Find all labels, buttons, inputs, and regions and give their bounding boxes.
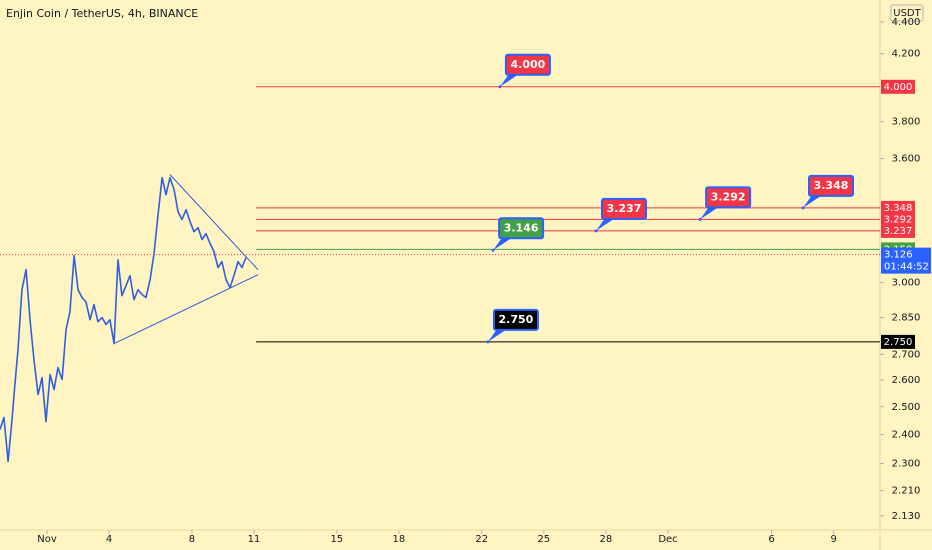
callout-box — [492, 308, 539, 331]
y-tick-label: 2.600 — [892, 375, 921, 386]
callout-pointer — [487, 327, 506, 342]
callout-anchor — [594, 229, 598, 233]
y-tick-label: 2.850 — [892, 313, 921, 324]
callout: 4.000 — [498, 53, 551, 89]
x-tick-label: 8 — [189, 534, 195, 545]
callout: 3.146 — [491, 217, 545, 252]
callout-anchor — [491, 248, 495, 252]
x-tick-label: 6 — [768, 534, 774, 545]
x-tick-label: 11 — [248, 534, 261, 545]
callout-label: 2.750 — [499, 313, 534, 326]
level-axis-box — [881, 79, 915, 94]
y-tick-label: 2.300 — [892, 459, 921, 470]
y-tick-label: 4.400 — [892, 17, 921, 28]
currency-label: USDT — [893, 8, 921, 19]
trendline — [169, 174, 259, 270]
callout-box — [705, 186, 752, 209]
callout-label: 3.237 — [607, 202, 642, 215]
level-axis-box — [881, 200, 915, 215]
x-tick-label: 28 — [600, 534, 613, 545]
x-tick-label: Dec — [658, 534, 677, 545]
y-tick-label: 2.500 — [892, 402, 921, 413]
callout-pointer — [493, 236, 512, 251]
y-tick-label: 3.800 — [892, 117, 921, 128]
callout-anchor — [801, 206, 805, 210]
callout-anchor — [486, 340, 490, 344]
callout-label: 3.348 — [814, 179, 849, 192]
trendline — [113, 274, 259, 345]
callout-box — [498, 217, 545, 240]
x-tick-label: 4 — [106, 534, 112, 545]
y-tick-label: 2.210 — [892, 486, 921, 497]
callout-box — [504, 53, 551, 76]
callout: 3.237 — [594, 197, 647, 233]
y-tick-label: 2.400 — [892, 430, 921, 441]
y-tick-label: 2.700 — [892, 349, 921, 360]
level-axis-box — [881, 212, 915, 227]
callout-pointer — [499, 72, 518, 87]
callout-box — [600, 197, 647, 220]
callout-label: 3.292 — [711, 190, 746, 203]
current-price-label: 3.126 — [884, 250, 913, 261]
callout-label: 3.146 — [504, 221, 539, 234]
callout: 3.292 — [698, 186, 752, 221]
current-price-box — [881, 247, 931, 274]
callout-pointer — [700, 205, 719, 220]
chart-title: Enjin Coin / TetherUS, 4h, BINANCE — [6, 7, 198, 20]
level-axis-box — [881, 223, 915, 238]
level-axis-label: 4.000 — [884, 82, 913, 93]
callout-pointer — [802, 193, 821, 208]
level-axis-label: 3.292 — [884, 214, 913, 225]
x-tick-label: 18 — [393, 534, 406, 545]
y-tick-label: 4.200 — [892, 49, 921, 60]
y-tick-label: 3.000 — [892, 278, 921, 289]
callout-anchor — [498, 85, 502, 89]
level-axis-label: 2.750 — [884, 337, 913, 348]
level-axis-label: 3.237 — [884, 226, 913, 237]
callout: 2.750 — [486, 308, 539, 344]
x-tick-label: 22 — [475, 534, 488, 545]
callout-label: 4.000 — [511, 58, 546, 71]
level-axis-box — [881, 334, 915, 349]
callout-anchor — [698, 217, 702, 221]
x-tick-label: 9 — [830, 534, 836, 545]
countdown-label: 01:44:52 — [884, 262, 929, 273]
currency-box — [890, 4, 924, 22]
x-tick-label: Nov — [37, 534, 57, 545]
x-tick-label: 25 — [537, 534, 550, 545]
y-tick-label: 2.130 — [892, 511, 921, 522]
callout-box — [807, 174, 854, 197]
callout-pointer — [595, 216, 614, 231]
x-tick-label: 15 — [330, 534, 343, 545]
callout: 3.348 — [801, 174, 854, 210]
y-tick-label: 3.600 — [892, 154, 921, 165]
level-axis-label: 3.348 — [884, 203, 913, 214]
price-line — [0, 176, 247, 463]
